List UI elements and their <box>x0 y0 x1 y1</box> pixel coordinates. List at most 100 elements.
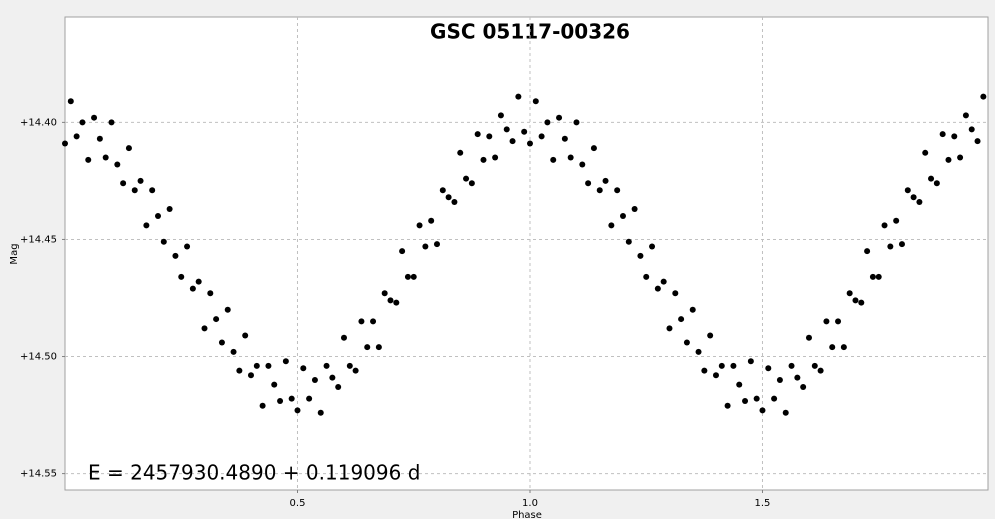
data-point <box>928 175 935 182</box>
data-point <box>858 299 865 306</box>
data-point <box>823 318 830 325</box>
data-point <box>893 217 900 224</box>
data-point <box>125 145 132 152</box>
data-point <box>776 376 783 383</box>
data-point <box>573 119 580 126</box>
data-point <box>811 362 818 369</box>
data-point <box>550 156 557 163</box>
data-point <box>346 362 353 369</box>
data-point <box>712 372 719 379</box>
data-point <box>782 409 789 416</box>
data-point <box>300 365 307 372</box>
data-point <box>869 273 876 280</box>
data-point <box>265 362 272 369</box>
data-point <box>492 154 499 161</box>
data-point <box>91 114 98 121</box>
data-point <box>166 206 173 213</box>
y-tick-label: +14.40 <box>20 117 57 128</box>
x-tick-label: 0.5 <box>290 498 306 509</box>
y-axis-label: Mag <box>9 243 20 264</box>
x-tick-label: 1.5 <box>755 498 771 509</box>
data-point <box>881 222 888 229</box>
data-point <box>62 140 68 147</box>
data-point <box>840 344 847 351</box>
data-point <box>247 372 254 379</box>
data-point <box>189 285 196 292</box>
data-point <box>73 133 80 140</box>
y-tick-label: +14.55 <box>20 469 57 480</box>
data-point <box>759 407 766 414</box>
data-point <box>404 273 411 280</box>
data-point <box>904 187 911 194</box>
data-point <box>707 332 714 339</box>
data-point <box>317 409 324 416</box>
data-point <box>567 154 574 161</box>
data-point <box>951 133 958 140</box>
data-point <box>724 402 731 409</box>
data-point <box>352 367 359 374</box>
data-point <box>311 376 318 383</box>
data-point <box>242 332 249 339</box>
data-point <box>253 362 260 369</box>
data-point <box>306 395 313 402</box>
data-point <box>933 180 940 187</box>
data-point <box>340 334 347 341</box>
data-point <box>486 133 493 140</box>
data-point <box>160 238 167 245</box>
data-point <box>736 381 743 388</box>
data-point <box>288 395 295 402</box>
data-point <box>608 222 615 229</box>
data-point <box>532 98 539 105</box>
data-point <box>521 128 528 135</box>
y-tick-label: +14.50 <box>20 352 57 363</box>
data-point <box>561 135 568 142</box>
data-point <box>416 222 423 229</box>
data-point <box>916 198 923 205</box>
data-point <box>922 149 929 156</box>
data-point <box>887 243 894 250</box>
data-point <box>497 112 504 119</box>
data-point <box>207 290 214 297</box>
data-point <box>201 325 208 332</box>
data-point <box>67 98 74 105</box>
data-point <box>526 140 533 147</box>
data-point <box>85 156 92 163</box>
data-point <box>445 194 452 201</box>
data-point <box>579 161 586 168</box>
data-point <box>79 119 86 126</box>
data-point <box>590 145 597 152</box>
data-point <box>282 358 289 365</box>
data-point <box>643 273 650 280</box>
data-point <box>468 180 475 187</box>
data-point <box>672 290 679 297</box>
data-point <box>829 344 836 351</box>
data-point <box>678 316 685 323</box>
data-point <box>137 177 144 184</box>
data-point <box>852 297 859 304</box>
data-point <box>683 339 690 346</box>
plot-area <box>64 16 989 491</box>
data-point <box>718 362 725 369</box>
data-point <box>370 318 377 325</box>
data-point <box>602 177 609 184</box>
data-point <box>637 252 644 259</box>
x-axis-label: Phase <box>512 510 542 519</box>
data-point <box>794 374 801 381</box>
data-point <box>375 344 382 351</box>
data-point <box>980 93 987 100</box>
data-point <box>271 381 278 388</box>
data-point <box>474 131 481 138</box>
data-point <box>765 365 772 372</box>
data-point <box>974 138 981 145</box>
y-tick-label: +14.45 <box>20 234 57 245</box>
data-point <box>968 126 975 133</box>
data-point <box>945 156 952 163</box>
data-point <box>538 133 545 140</box>
data-point <box>730 362 737 369</box>
data-point <box>457 149 464 156</box>
data-point <box>742 398 749 405</box>
data-point <box>509 138 516 145</box>
data-point <box>654 285 661 292</box>
data-point <box>433 241 440 248</box>
data-point <box>335 383 342 390</box>
